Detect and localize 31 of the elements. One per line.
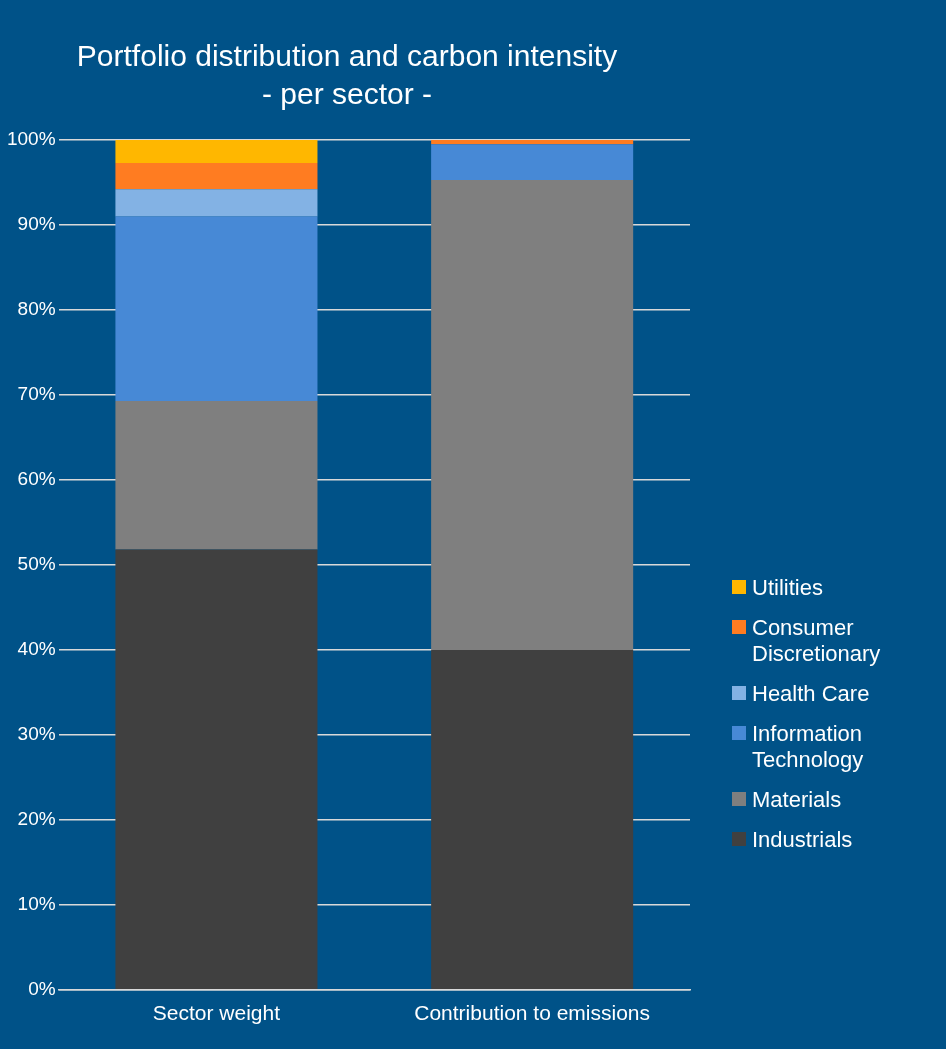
bar (115, 189, 318, 217)
y-tick-label: 90% (17, 213, 56, 235)
bar (431, 144, 634, 180)
legend-label: Materials (752, 787, 842, 813)
bar (115, 549, 318, 990)
bar (431, 140, 634, 145)
legend-label: Industrials (752, 827, 853, 853)
bar (431, 649, 634, 990)
y-tick-label: 10% (17, 893, 56, 915)
y-tick-label: 30% (17, 723, 56, 745)
y-tick-label: 70% (17, 383, 56, 405)
chart-subtitle: - per sector - (261, 77, 433, 111)
legend-label: Utilities (752, 575, 823, 601)
bar (431, 179, 634, 650)
legend-label: Health Care (752, 681, 870, 707)
bar (115, 140, 318, 163)
x-tick-label: Contribution to emissions (414, 1001, 651, 1025)
y-tick-label: 0% (28, 978, 56, 1000)
y-tick-label: 40% (17, 638, 56, 660)
y-tick-label: 50% (17, 553, 56, 575)
legend-label: Information Technology (752, 721, 865, 773)
chart-title: Portfolio distribution and carbon intensity (76, 39, 618, 73)
y-tick-label: 60% (17, 468, 56, 490)
y-tick-label: 80% (17, 298, 56, 320)
bar (115, 400, 318, 550)
x-tick-label: Sector weight (152, 1001, 281, 1025)
bar (115, 162, 318, 190)
y-tick-label: 100% (6, 128, 56, 150)
bar (115, 216, 318, 401)
y-tick-label: 20% (17, 808, 56, 830)
legend-label: Consumer Discretionary (752, 615, 882, 667)
